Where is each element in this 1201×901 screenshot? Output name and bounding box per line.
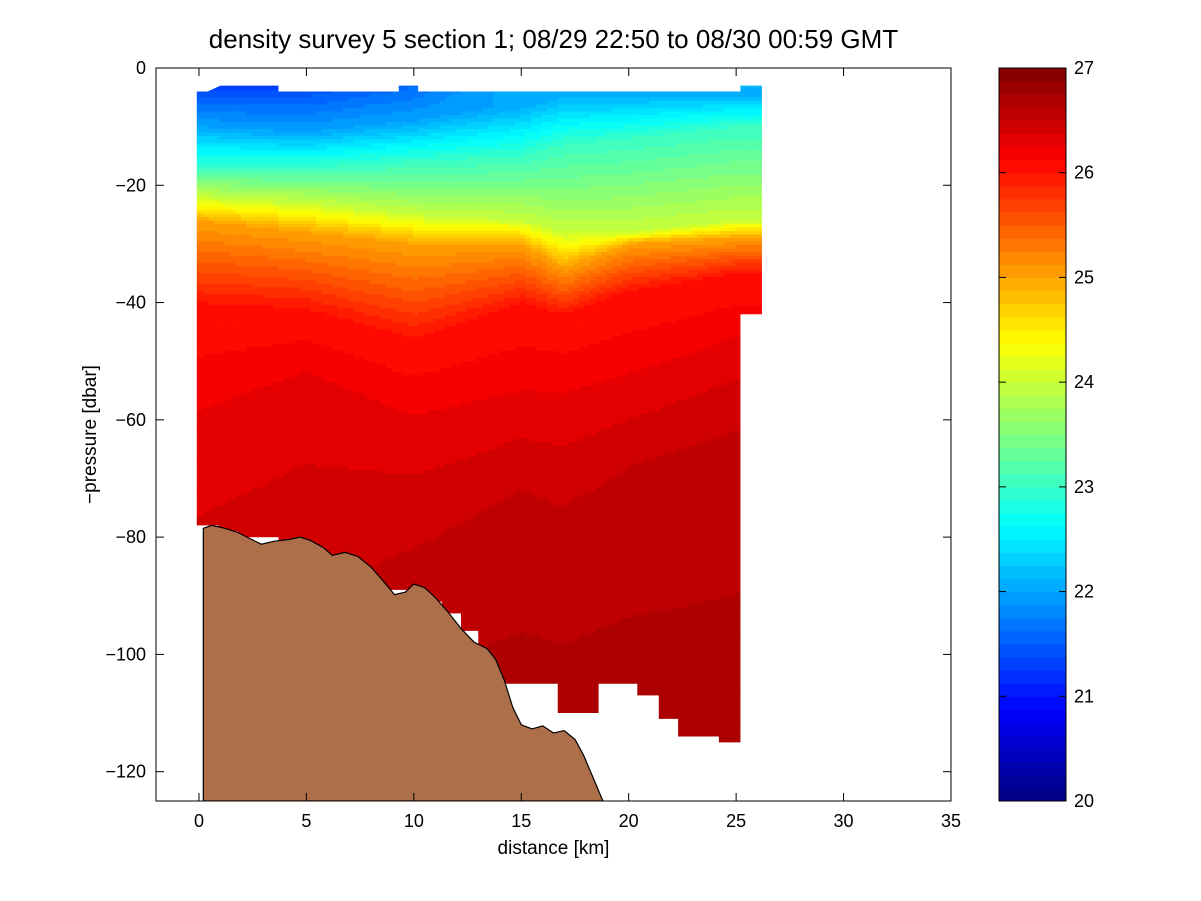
x-tick-label: 5 bbox=[301, 811, 311, 831]
colorbar-tick-label: 23 bbox=[1074, 477, 1094, 497]
axes: 0 5 10 15 20 25 30 35 0 −20 −40 −60 −80 −100 −120 bbox=[105, 58, 961, 831]
colorbar-swatch bbox=[999, 159, 1066, 174]
y-tick-label: −20 bbox=[115, 175, 146, 195]
x-tick-label: 10 bbox=[404, 811, 424, 831]
colorbar-swatch bbox=[999, 473, 1066, 488]
colorbar-box bbox=[998, 67, 1067, 802]
colorbar-swatch bbox=[999, 382, 1066, 396]
colorbar-swatch bbox=[999, 277, 1066, 292]
x-axis-label: distance [km] bbox=[498, 838, 610, 859]
chart-title: density survey 5 section 1; 08/29 22:50 … bbox=[209, 24, 899, 54]
colorbar-swatch bbox=[999, 539, 1066, 553]
colorbar-swatch bbox=[999, 787, 1066, 802]
colorbar-swatch bbox=[999, 185, 1066, 200]
y-tick-label: −60 bbox=[115, 410, 146, 430]
axes-box bbox=[155, 67, 952, 802]
colorbar-swatch bbox=[999, 761, 1066, 776]
colorbar-swatch bbox=[999, 709, 1066, 723]
colorbar-swatch bbox=[999, 264, 1066, 278]
colorbar-swatch bbox=[999, 81, 1066, 95]
x-tick-label: 20 bbox=[619, 811, 639, 831]
colorbar-ticks: 20 21 22 23 24 25 26 27 bbox=[999, 58, 1094, 811]
colorbar-swatch bbox=[999, 604, 1066, 619]
y-tick-label: −80 bbox=[115, 527, 146, 547]
colorbar-swatch bbox=[999, 552, 1066, 566]
colorbar-swatch bbox=[999, 133, 1066, 148]
colorbar-swatch bbox=[999, 526, 1066, 540]
x-tick-label: 25 bbox=[726, 811, 746, 831]
y-tick-label: −40 bbox=[115, 293, 146, 313]
colorbar-swatch bbox=[999, 251, 1066, 265]
y-tick-label: −100 bbox=[105, 644, 146, 664]
colorbar-swatch bbox=[999, 68, 1066, 82]
colorbar-swatch bbox=[999, 355, 1066, 370]
colorbar-swatch bbox=[999, 290, 1066, 305]
colorbar-swatch bbox=[999, 303, 1066, 318]
colorbar-swatch bbox=[999, 211, 1066, 226]
colorbar-swatch bbox=[999, 342, 1066, 357]
colorbar-tick-label: 25 bbox=[1074, 267, 1094, 287]
colorbar-swatch bbox=[999, 369, 1066, 383]
colorbar-swatch bbox=[999, 748, 1066, 763]
colorbar-swatch bbox=[999, 421, 1066, 435]
colorbar-swatch bbox=[999, 578, 1066, 593]
colorbar-tick-label: 20 bbox=[1074, 791, 1094, 811]
x-axis: 0 5 10 15 20 25 30 35 bbox=[194, 68, 961, 831]
colorbar-swatch bbox=[999, 408, 1066, 422]
colorbar-tick-label: 21 bbox=[1074, 686, 1094, 706]
bathymetry-layer bbox=[202, 524, 604, 801]
colorbar-swatch bbox=[999, 225, 1066, 239]
colorbar-swatch bbox=[999, 120, 1066, 134]
colorbar-tick-label: 24 bbox=[1074, 372, 1094, 392]
y-tick-label: 0 bbox=[136, 58, 146, 78]
colorbar-swatch bbox=[999, 617, 1066, 632]
colorbar-swatch bbox=[999, 683, 1066, 697]
colorbar-tick-label: 22 bbox=[1074, 582, 1094, 602]
colorbar-tick-label: 26 bbox=[1074, 163, 1094, 183]
colorbar-swatches bbox=[999, 68, 1066, 802]
x-tick-label: 0 bbox=[194, 811, 204, 831]
colorbar-swatch bbox=[999, 735, 1066, 750]
colorbar-swatch bbox=[999, 434, 1066, 449]
colorbar-swatch bbox=[999, 146, 1066, 161]
colorbar-swatch bbox=[999, 499, 1066, 514]
colorbar-swatch bbox=[999, 565, 1066, 579]
x-tick-label: 30 bbox=[834, 811, 854, 831]
colorbar-swatch bbox=[999, 329, 1066, 344]
colorbar-swatch bbox=[999, 670, 1066, 684]
colorbar-tick-label: 27 bbox=[1074, 58, 1094, 78]
colorbar-swatch bbox=[999, 591, 1066, 606]
colorbar-swatch bbox=[999, 722, 1066, 737]
y-axis: 0 −20 −40 −60 −80 −100 −120 bbox=[105, 58, 951, 782]
colorbar-swatch bbox=[999, 447, 1066, 462]
bathymetry-fill bbox=[202, 524, 604, 801]
colorbar-swatch bbox=[999, 513, 1066, 527]
colorbar-swatch bbox=[999, 198, 1066, 213]
colorbar-swatch bbox=[999, 94, 1066, 108]
y-axis-label: −pressure [dbar] bbox=[80, 365, 101, 504]
colorbar-swatch bbox=[999, 696, 1066, 710]
colorbar-swatch bbox=[999, 316, 1066, 331]
x-tick-label: 35 bbox=[941, 811, 961, 831]
colorbar-swatch bbox=[999, 630, 1066, 645]
colorbar-swatch bbox=[999, 395, 1066, 409]
colorbar-swatch bbox=[999, 172, 1066, 187]
colorbar-swatch bbox=[999, 486, 1066, 501]
colorbar: 20 21 22 23 24 25 26 27 bbox=[998, 58, 1094, 811]
colorbar-swatch bbox=[999, 107, 1066, 121]
colorbar-swatch bbox=[999, 238, 1066, 252]
colorbar-swatch bbox=[999, 774, 1066, 789]
colorbar-swatch bbox=[999, 460, 1066, 475]
colorbar-swatch bbox=[999, 657, 1066, 671]
x-tick-label: 15 bbox=[511, 811, 531, 831]
colorbar-swatch bbox=[999, 643, 1066, 658]
y-tick-label: −120 bbox=[105, 762, 146, 782]
